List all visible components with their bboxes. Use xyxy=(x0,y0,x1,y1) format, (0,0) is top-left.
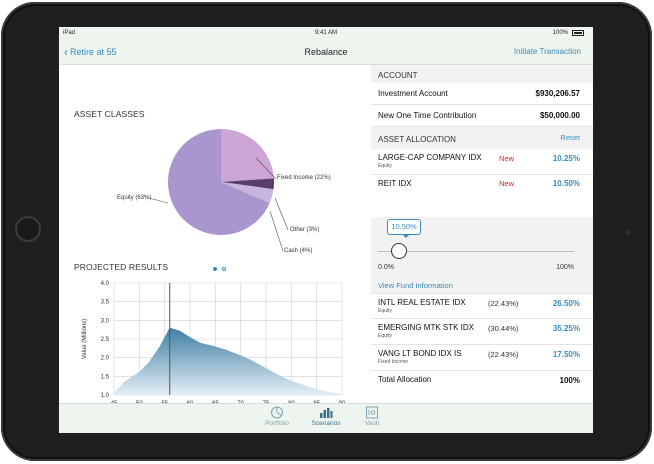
page-title: Rebalance xyxy=(304,47,348,57)
fund-allocation[interactable]: 10.50% xyxy=(552,179,580,188)
pie-slice[interactable] xyxy=(221,129,274,182)
asset-classes-title: ASSET CLASSES xyxy=(74,109,145,119)
projection-area xyxy=(114,327,342,395)
account-row-label: Investment Account xyxy=(378,89,448,98)
clock: 9:41 AM xyxy=(314,30,337,36)
fund-category: Equity xyxy=(378,333,392,339)
carrier-label: iPad xyxy=(63,30,76,36)
y-tick-label: 1.5 xyxy=(101,374,110,380)
tab-label: Portfolio xyxy=(265,420,289,427)
navigation-bar: ‹ Retire at 55 Rebalance Initiate Transac… xyxy=(59,41,593,65)
total-allocation-label: Total Allocation xyxy=(378,375,432,384)
tab-label: Vault xyxy=(364,420,380,427)
tab-label: Scenarios xyxy=(311,420,341,427)
app-screen: iPad 9:41 AM 100% ‹ Retire at 55 Rebalanc… xyxy=(59,27,593,433)
slider-thumb[interactable] xyxy=(390,243,407,259)
fund-row[interactable]: INTL REAL ESTATE IDX Equity (22.43%) 26.… xyxy=(371,293,593,319)
fund-row[interactable]: LARGE-CAP COMPANY IDX Equity New 10.25% xyxy=(371,149,593,175)
light-sensor xyxy=(625,230,630,235)
asset-pie-chart xyxy=(168,129,274,235)
allocation-slider-panel: 10.50% 0.0% 100% View Fund Information xyxy=(371,217,593,293)
page-indicator[interactable] xyxy=(213,258,231,276)
reset-button[interactable]: Reset xyxy=(560,133,580,142)
contribution-label: New One Time Contribution xyxy=(378,111,477,120)
y-tick-label: 2.0 xyxy=(101,356,110,362)
total-allocation-value: 100% xyxy=(559,376,580,385)
allocation-section-header: ASSET ALLOCATION Reset xyxy=(371,127,593,149)
fund-row-selected[interactable]: REIT IDX New 10.50% xyxy=(371,175,593,217)
new-badge: New xyxy=(499,179,515,188)
y-tick-label: 1.0 xyxy=(101,393,110,399)
pie-label-other: Other (3%) xyxy=(290,227,320,233)
fund-allocation[interactable]: 10.25% xyxy=(552,154,580,163)
page-dot-active[interactable] xyxy=(213,267,217,271)
contribution-row[interactable]: New One Time Contribution $50,000.00 xyxy=(371,105,593,127)
fund-allocation[interactable]: 26.50% xyxy=(552,299,580,308)
status-bar: iPad 9:41 AM 100% xyxy=(59,27,593,41)
account-section-header: ACCOUNT xyxy=(371,65,593,83)
back-label: Retire at 55 xyxy=(70,47,117,57)
pie-slice[interactable] xyxy=(168,129,270,235)
account-header: ACCOUNT xyxy=(378,71,418,80)
current-allocation: (22.43%) xyxy=(488,350,519,359)
account-row: Investment Account $930,206.57 xyxy=(371,83,593,105)
tab-bar: Portfolio Scenarios Vault xyxy=(59,403,593,433)
slider-value-bubble: 10.50% xyxy=(387,219,421,235)
allocation-header: ASSET ALLOCATION xyxy=(378,135,456,144)
current-allocation: (22.43%) xyxy=(488,299,519,308)
bar-chart-icon xyxy=(320,408,333,418)
pie-leader-lines xyxy=(148,157,289,252)
pie-label-cash: Cash (4%) xyxy=(284,248,313,254)
y-tick-label: 3.0 xyxy=(101,318,110,324)
pie-label-fixed-income: Fixed Income (22%) xyxy=(277,175,331,181)
y-axis-label: Value (Millions) xyxy=(82,319,88,360)
current-allocation: (30.44%) xyxy=(488,324,519,333)
new-badge: New xyxy=(499,154,515,163)
battery-icon xyxy=(572,30,584,36)
fund-name: INTL REAL ESTATE IDX xyxy=(378,298,466,307)
rebalance-panel: ACCOUNT Investment Account $930,206.57 N… xyxy=(371,65,593,403)
home-button[interactable] xyxy=(15,216,41,242)
fund-category: Equity xyxy=(378,308,392,314)
page-dot[interactable] xyxy=(222,267,226,271)
charts-panel: ASSET CLASSES Equity (63%) Fixed Income … xyxy=(59,65,363,419)
fund-row[interactable]: EMERGING MTK STK IDX Equity (30.44%) 35.… xyxy=(371,319,593,345)
tab-scenarios[interactable]: Scenarios xyxy=(304,406,348,427)
y-tick-label: 2.5 xyxy=(101,337,110,343)
battery-percent: 100% xyxy=(552,30,568,36)
fund-category: Fixed Income xyxy=(378,359,409,365)
fund-allocation[interactable]: 35.25% xyxy=(552,324,580,333)
tab-portfolio[interactable]: Portfolio xyxy=(255,406,299,427)
back-button[interactable]: ‹ Retire at 55 xyxy=(64,45,117,59)
vault-icon xyxy=(366,406,378,419)
y-tick-label: 4.0 xyxy=(101,281,110,287)
slider-track[interactable] xyxy=(378,251,574,252)
fund-allocation[interactable]: 17.50% xyxy=(552,350,580,359)
slider-max-label: 100% xyxy=(556,264,574,271)
fund-name: LARGE-CAP COMPANY IDX xyxy=(378,153,482,162)
pie-slice[interactable] xyxy=(221,178,274,190)
tab-vault[interactable]: Vault xyxy=(350,406,394,427)
fund-category: Equity xyxy=(378,163,392,169)
pie-label-equity: Equity (63%) xyxy=(117,195,152,201)
account-row-value: $930,206.57 xyxy=(535,89,581,98)
slider-bubble-tip xyxy=(402,234,410,238)
pie-slice[interactable] xyxy=(221,182,274,204)
slider-min-label: 0.0% xyxy=(378,264,394,271)
chevron-left-icon: ‹ xyxy=(64,45,68,59)
fund-name: VANG LT BOND IDX IS xyxy=(378,349,462,358)
initiate-transaction-button[interactable]: Initiate Transaction xyxy=(513,47,581,56)
fund-row[interactable]: VANG LT BOND IDX IS Fixed Income (22.43%… xyxy=(371,345,593,371)
projected-results-title: PROJECTED RESULTS xyxy=(74,262,169,272)
fund-name: REIT IDX xyxy=(378,179,412,188)
y-tick-label: 3.5 xyxy=(101,300,110,306)
contribution-value[interactable]: $50,000.00 xyxy=(539,111,580,120)
fund-name: EMERGING MTK STK IDX xyxy=(378,323,475,332)
pie-chart-icon xyxy=(271,406,283,419)
view-fund-info-link[interactable]: View Fund Information xyxy=(378,281,453,290)
total-allocation-row: Total Allocation 100% xyxy=(371,371,593,391)
